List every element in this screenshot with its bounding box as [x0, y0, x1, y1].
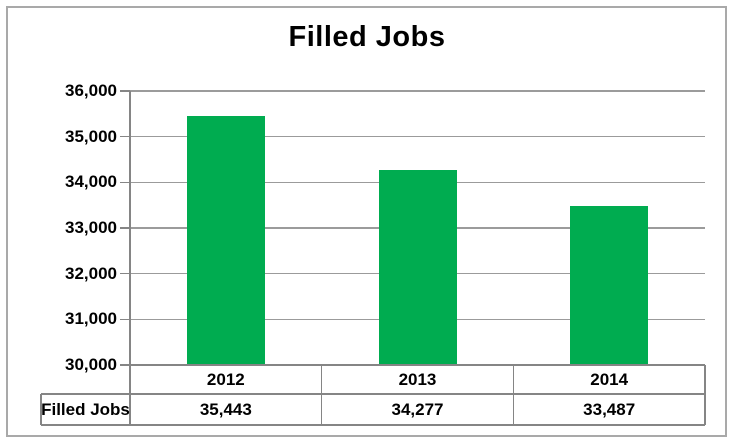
bar-2012: [186, 116, 265, 365]
y-axis-tick: [120, 181, 130, 184]
table-category-2013: 2013: [398, 369, 437, 389]
y-axis-tick: [120, 272, 130, 275]
table-vertical-border: [129, 365, 131, 425]
y-tick-label: 34,000: [65, 172, 117, 192]
bar-2013: [378, 169, 457, 365]
bar-2014: [570, 205, 649, 365]
table-bottom-border: [41, 424, 705, 426]
table-category-2014: 2014: [590, 369, 629, 389]
y-tick-label: 35,000: [65, 126, 117, 146]
y-gridline: [130, 90, 705, 92]
y-gridline: [130, 135, 705, 138]
table-vertical-border: [512, 365, 515, 425]
table-category-2012: 2012: [206, 369, 245, 389]
y-tick-label: 32,000: [65, 263, 117, 283]
y-axis-tick: [120, 90, 130, 92]
y-axis-tick: [120, 227, 130, 229]
y-tick-label: 36,000: [65, 81, 117, 100]
y-tick-label: 31,000: [65, 309, 117, 329]
y-axis-tick: [120, 318, 130, 321]
y-axis-tick: [120, 364, 130, 366]
table-mid-border: [41, 393, 705, 395]
y-axis-line: [129, 91, 131, 365]
table-value-2012: 35,443: [199, 399, 252, 419]
y-tick-label: 30,000: [65, 355, 117, 374]
table-header-left-border: [40, 394, 42, 425]
table-value-2014: 33,487: [583, 399, 636, 419]
y-tick-label: 33,000: [65, 218, 117, 237]
table-right-border: [704, 365, 706, 425]
chart-title: Filled Jobs: [288, 21, 446, 53]
table-row-header: Filled Jobs: [41, 399, 130, 419]
table-vertical-border: [320, 365, 323, 425]
table-top-border: [130, 364, 705, 366]
table-value-2013: 34,277: [391, 399, 444, 419]
y-axis-tick: [120, 135, 130, 138]
